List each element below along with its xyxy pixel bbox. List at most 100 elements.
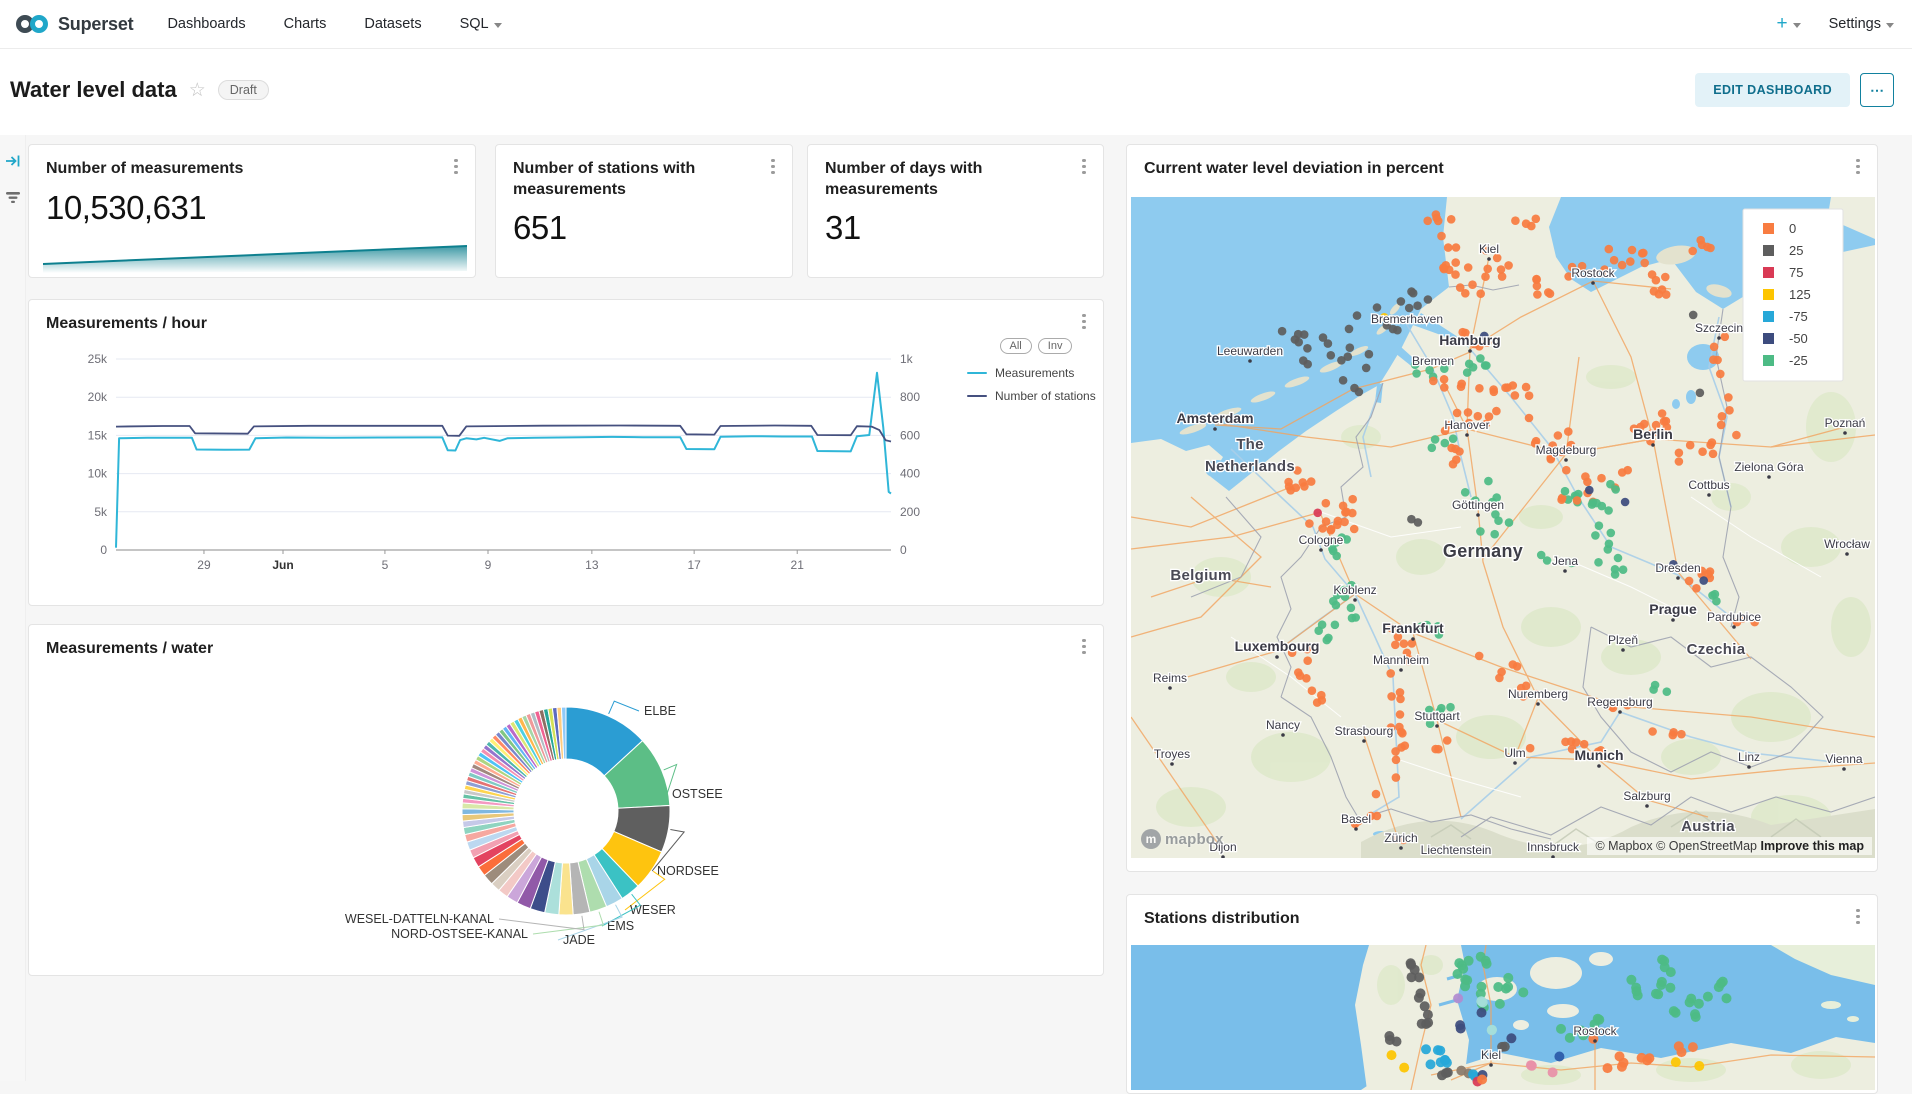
station-dot[interactable] bbox=[1614, 554, 1623, 563]
station-dot[interactable] bbox=[1490, 388, 1499, 397]
stations-map-canvas[interactable]: KielRostock bbox=[1131, 945, 1875, 1090]
station-dot[interactable] bbox=[1408, 639, 1417, 648]
station-dot[interactable] bbox=[1709, 450, 1718, 459]
station-dot[interactable] bbox=[1420, 1001, 1430, 1011]
station-dot[interactable] bbox=[1490, 530, 1499, 539]
station-dot[interactable] bbox=[1618, 261, 1627, 270]
station-dot[interactable] bbox=[1440, 383, 1449, 392]
station-dot[interactable] bbox=[1407, 515, 1416, 524]
station-dot[interactable] bbox=[1322, 517, 1331, 526]
station-dot[interactable] bbox=[1619, 565, 1628, 574]
station-dot[interactable] bbox=[1544, 288, 1553, 297]
station-dot[interactable] bbox=[1626, 257, 1635, 266]
station-dot[interactable] bbox=[1618, 468, 1627, 477]
station-dot[interactable] bbox=[1476, 527, 1485, 536]
station-dot[interactable] bbox=[1706, 441, 1715, 450]
station-dot[interactable] bbox=[1603, 1063, 1613, 1073]
station-dot[interactable] bbox=[1509, 381, 1518, 390]
station-dot[interactable] bbox=[1690, 1009, 1700, 1019]
station-dot[interactable] bbox=[1698, 447, 1707, 456]
station-dot[interactable] bbox=[1663, 687, 1672, 696]
station-dot[interactable] bbox=[1447, 215, 1456, 224]
station-dot[interactable] bbox=[1387, 1050, 1397, 1060]
station-dot[interactable] bbox=[1407, 287, 1416, 296]
station-dot[interactable] bbox=[1440, 375, 1449, 384]
mapbox-logo[interactable]: m mapbox bbox=[1141, 829, 1224, 849]
station-dot[interactable] bbox=[1732, 431, 1741, 440]
station-dot[interactable] bbox=[1650, 287, 1659, 296]
station-dot[interactable] bbox=[1722, 993, 1732, 1003]
improve-map-link[interactable]: Improve this map bbox=[1761, 839, 1865, 853]
station-dot[interactable] bbox=[1426, 1059, 1436, 1069]
station-dot[interactable] bbox=[1396, 710, 1405, 719]
station-dot[interactable] bbox=[1504, 261, 1513, 270]
station-dot[interactable] bbox=[1592, 499, 1601, 508]
station-dot[interactable] bbox=[1689, 311, 1698, 320]
station-dot[interactable] bbox=[1724, 393, 1733, 402]
station-dot[interactable] bbox=[1413, 301, 1422, 310]
station-dot[interactable] bbox=[1318, 696, 1327, 705]
station-dot[interactable] bbox=[1533, 290, 1542, 299]
station-dot[interactable] bbox=[1503, 982, 1513, 992]
station-dot[interactable] bbox=[1443, 736, 1452, 745]
station-dot[interactable] bbox=[1346, 343, 1355, 352]
nav-item-charts[interactable]: Charts bbox=[284, 16, 327, 32]
station-dot[interactable] bbox=[1658, 409, 1667, 418]
station-dot[interactable] bbox=[1522, 383, 1531, 392]
station-dot[interactable] bbox=[1686, 441, 1695, 450]
station-dot[interactable] bbox=[1391, 641, 1400, 650]
station-dot[interactable] bbox=[1621, 498, 1630, 507]
osm-credit[interactable]: © OpenStreetMap bbox=[1656, 839, 1757, 853]
station-dot[interactable] bbox=[1483, 265, 1492, 274]
station-dot[interactable] bbox=[1399, 1063, 1409, 1073]
station-dot[interactable] bbox=[1308, 686, 1317, 695]
station-dot[interactable] bbox=[1373, 303, 1382, 312]
station-dot[interactable] bbox=[1456, 283, 1465, 292]
station-dot[interactable] bbox=[1468, 280, 1477, 289]
mapbox-credit[interactable]: © Mapbox bbox=[1595, 839, 1652, 853]
station-dot[interactable] bbox=[1694, 1061, 1704, 1071]
station-dot[interactable] bbox=[1648, 727, 1657, 736]
station-dot[interactable] bbox=[1313, 509, 1322, 518]
station-dot[interactable] bbox=[1525, 391, 1534, 400]
settings-menu[interactable]: Settings bbox=[1829, 16, 1894, 32]
station-dot[interactable] bbox=[1453, 969, 1463, 979]
edit-dashboard-button[interactable]: EDIT DASHBOARD bbox=[1695, 73, 1850, 107]
station-dot[interactable] bbox=[1526, 744, 1535, 753]
station-dot[interactable] bbox=[1562, 466, 1571, 475]
station-dot[interactable] bbox=[1423, 217, 1432, 226]
station-dot[interactable] bbox=[1476, 354, 1485, 363]
station-dot[interactable] bbox=[1617, 1062, 1627, 1072]
station-dot[interactable] bbox=[1651, 989, 1661, 999]
kebab-menu-icon[interactable] bbox=[766, 159, 780, 174]
station-dot[interactable] bbox=[1477, 1075, 1487, 1085]
station-dot[interactable] bbox=[1503, 973, 1513, 983]
station-dot[interactable] bbox=[1492, 407, 1501, 416]
station-dot[interactable] bbox=[1561, 487, 1570, 496]
station-dot[interactable] bbox=[1318, 620, 1327, 629]
station-dot[interactable] bbox=[1525, 414, 1534, 423]
station-dot[interactable] bbox=[1725, 406, 1734, 415]
station-dot[interactable] bbox=[1677, 730, 1686, 739]
station-dot[interactable] bbox=[1685, 577, 1694, 586]
station-dot[interactable] bbox=[1688, 247, 1697, 256]
station-dot[interactable] bbox=[1692, 584, 1701, 593]
station-dot[interactable] bbox=[1595, 521, 1604, 530]
station-dot[interactable] bbox=[1431, 435, 1440, 444]
station-dot[interactable] bbox=[1511, 391, 1520, 400]
new-item-button[interactable]: + bbox=[1776, 13, 1800, 35]
station-dot[interactable] bbox=[1532, 215, 1541, 224]
station-dot[interactable] bbox=[1686, 994, 1696, 1004]
filter-funnel-icon[interactable] bbox=[5, 191, 21, 205]
station-dot[interactable] bbox=[1638, 249, 1647, 258]
station-dot[interactable] bbox=[1501, 383, 1510, 392]
station-dot[interactable] bbox=[1605, 245, 1614, 254]
station-dot[interactable] bbox=[1344, 352, 1353, 361]
station-dot[interactable] bbox=[1652, 276, 1661, 285]
station-dot[interactable] bbox=[1607, 529, 1616, 538]
station-dot[interactable] bbox=[1709, 355, 1718, 364]
station-dot[interactable] bbox=[1611, 570, 1620, 579]
station-dot[interactable] bbox=[1350, 525, 1359, 534]
station-dot[interactable] bbox=[1481, 956, 1491, 966]
station-dot[interactable] bbox=[1452, 455, 1461, 464]
